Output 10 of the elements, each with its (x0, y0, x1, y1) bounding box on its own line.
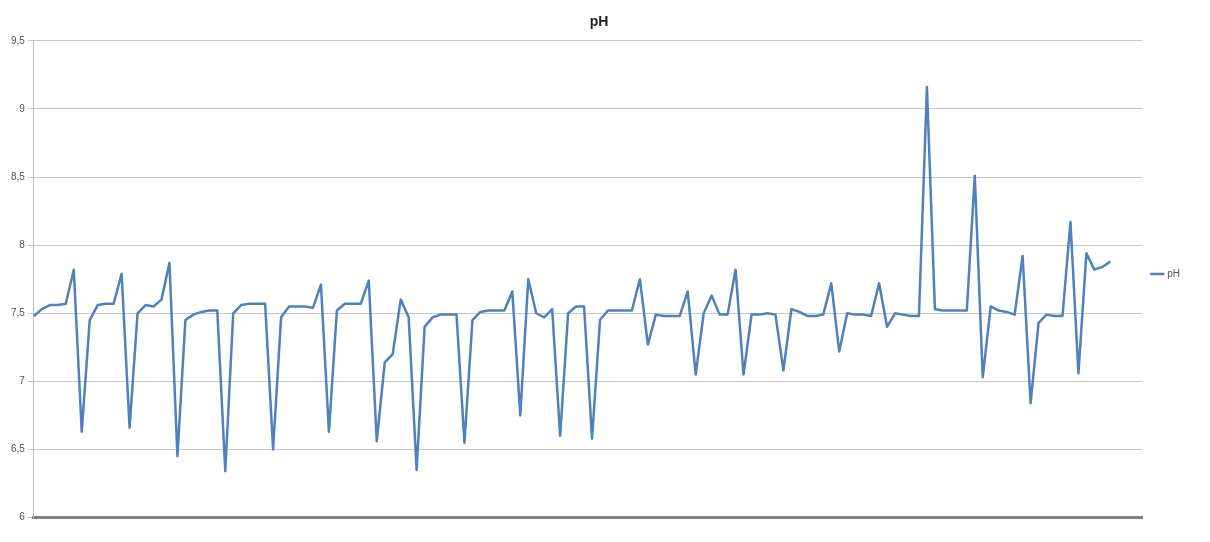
y-tick-label: 8,5 (11, 170, 26, 182)
chart-title: pH (589, 13, 609, 30)
y-tick-label: 6,5 (11, 443, 26, 455)
legend-label: pH (1167, 267, 1181, 279)
y-tick-label: 6 (19, 511, 26, 523)
y-tick-label: 8 (19, 238, 26, 250)
y-tick-label: 9,5 (11, 34, 26, 46)
y-tick-label: 7 (19, 375, 26, 387)
y-tick-label: 9 (19, 102, 26, 114)
y-tick-label: 7,5 (11, 307, 26, 319)
